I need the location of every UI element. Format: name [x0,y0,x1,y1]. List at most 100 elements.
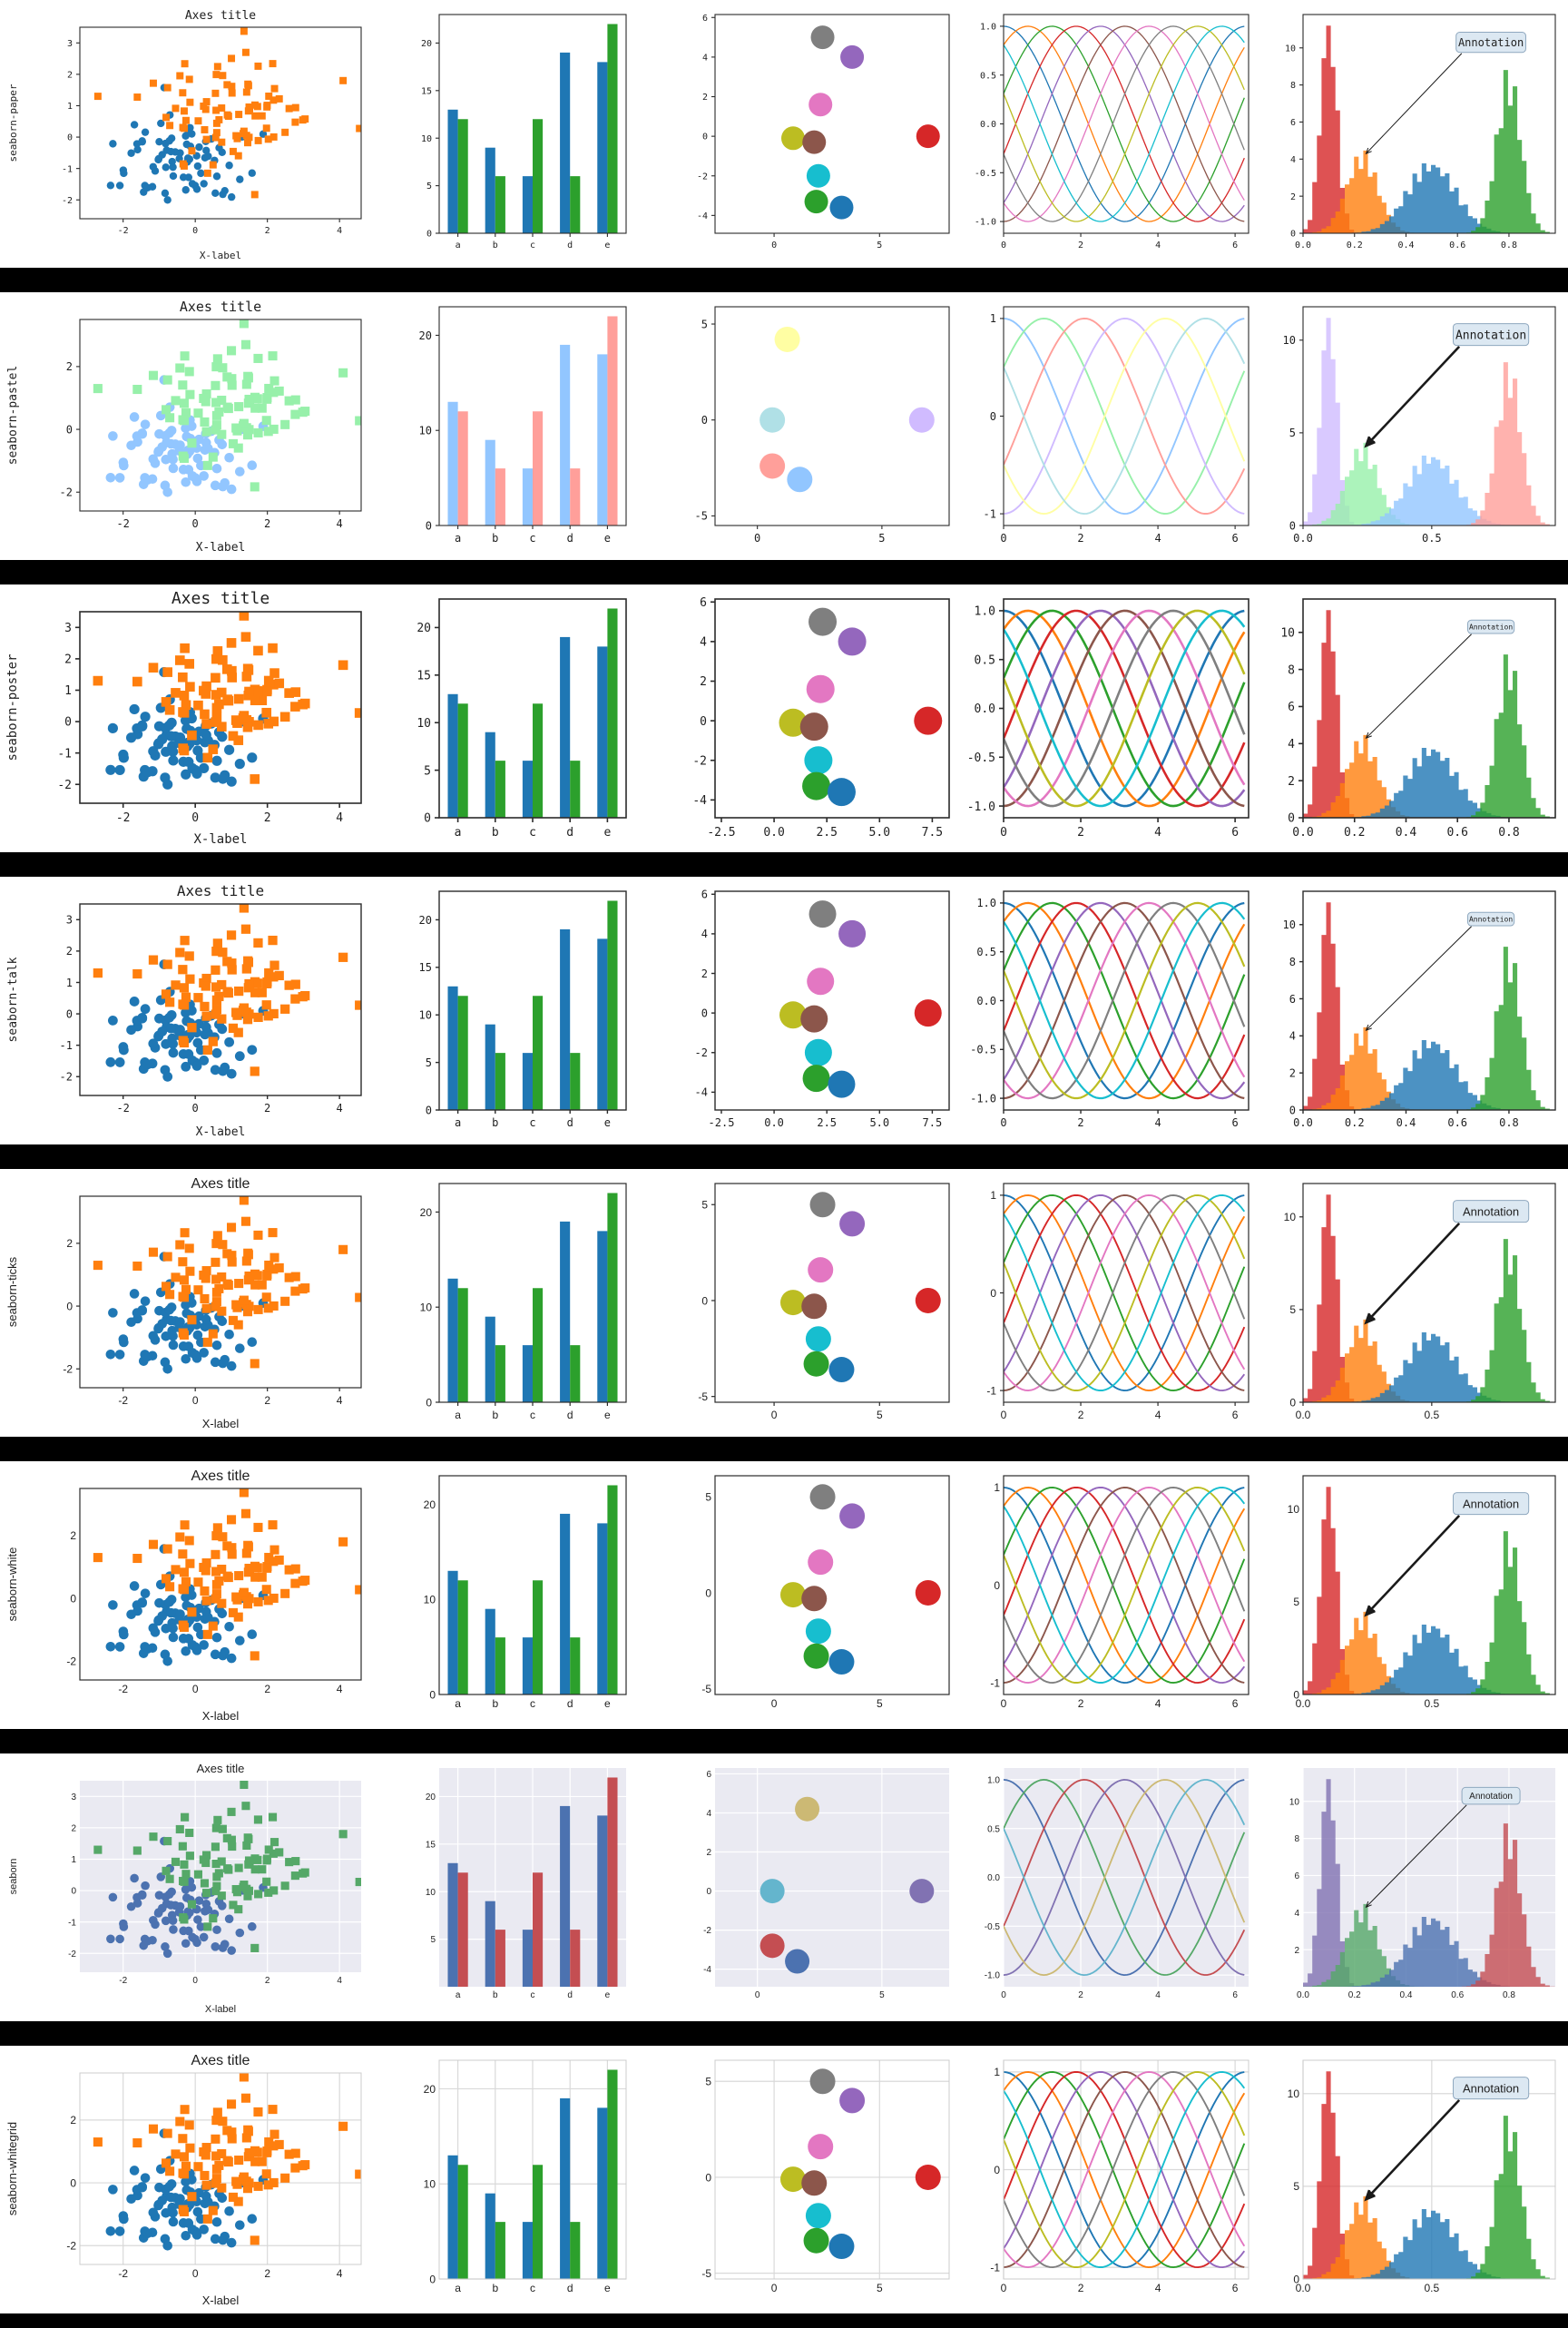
bar-panel: a b c d e 0 10 20 [392,2046,635,2313]
scatter-point [148,454,159,465]
y-tick-label: -1 [990,1676,1000,1689]
bubble-point [808,2134,834,2160]
scatter-panel: -2 0 2 4 -2 0 2 Axes title X-label seaborn-pastel [0,292,392,560]
annotation-label: Annotation [1469,1792,1513,1802]
scatter-point [184,367,194,377]
scatter-point [115,1934,124,1944]
y-tick-label: 10 [424,2178,436,2191]
scatter-point [338,952,348,962]
sine-curve [1004,1194,1246,1392]
scatter-point [137,1890,147,1900]
scatter-point [165,1874,174,1883]
bubble-point [787,467,813,493]
y-tick-label: 1.0 [975,605,995,619]
axes-frame [1302,1183,1556,1403]
scatter-point [217,439,228,450]
scatter-point [126,440,136,451]
plot-area [447,316,618,526]
sine-curve [1004,1193,1245,1392]
bubble-point [804,746,833,775]
y-tick-label: 1 [994,2066,1000,2078]
scatter-point [227,1835,236,1844]
scatter-point [270,84,279,93]
scatter-point [162,1071,173,1082]
style-row-seaborn-pastel: -2 0 2 4 -2 0 2 Axes title X-label seaborn-pastel… [0,292,1568,560]
scatter-point [200,417,210,427]
scatter-point [285,104,293,113]
x-tick-label: d [567,1409,573,1421]
scatter-point [211,702,222,713]
bar [457,2165,468,2279]
scatter-point [270,133,278,141]
bubble-panel: 0 5 -5 0 5 [635,292,962,560]
scatter-point [211,1239,221,1249]
scatter-point [290,1286,300,1296]
scatter-point [227,958,237,968]
x-tick-label: 2 [1078,1409,1084,1421]
scatter-point [290,2163,300,2173]
sine-curve [1004,901,1246,1100]
scatter-panel: -2 0 2 4 -2 0 2 Axes title X-label seaborn-whiteg… [0,2046,392,2313]
bar [447,2155,458,2279]
scatter-point [192,1938,201,1948]
scatter-point [163,1837,172,1846]
sine-curve [1004,1194,1246,1392]
histogram-area [1303,734,1433,818]
y-tick-label: 2 [66,360,73,373]
histogram-area [1328,163,1538,233]
y-tick-label: 20 [421,39,432,49]
scatter-point [290,994,300,1004]
x-tick-label: 4 [337,1976,342,1986]
scatter-point [269,716,279,727]
scatter-point [168,2216,179,2227]
scatter-point [133,93,142,102]
x-tick-label: 0.5 [1424,1697,1439,1710]
scatter-point [250,482,260,492]
scatter-point [241,1548,251,1558]
plot-area [1303,610,1555,818]
scatter-point [222,987,232,997]
scatter-point [222,372,232,382]
x-tick-label: 0.5 [1422,532,1442,545]
plot-area [447,2069,618,2279]
y-tick-label: 0 [994,2164,1000,2176]
scatter-point [226,2237,237,2248]
scatter-point [222,1571,232,1581]
scatter-point [119,1337,129,1348]
bar [485,2193,495,2279]
scatter-point [209,161,217,169]
scatter-point [217,1891,226,1901]
scatter-point [228,1842,237,1852]
scatter-point [108,2185,118,2195]
histogram-area [1456,947,1555,1110]
scatter-point [164,1890,174,1900]
bubble-point [799,712,828,742]
sine-curve [1004,1486,1246,1685]
scatter-point [339,76,348,84]
scatter-point [240,2093,250,2103]
y-tick-label: 2 [70,2114,76,2127]
scatter-point [178,999,188,1009]
scatter-point [252,1271,262,1281]
scatter-point [125,732,137,743]
scatter-point [162,1949,172,1959]
sine-chart: 0 2 4 6-101 [984,306,1250,545]
scatter-point [211,1531,221,1541]
scatter-point [188,147,196,155]
x-tick-label: e [605,1990,611,2000]
scatter-point [253,1230,263,1240]
annotation-box [1452,323,1530,347]
scatter-point [250,987,260,997]
style-row-seaborn-white: -2 0 2 4 -2 0 2 Axes title X-label seaborn-white a… [0,1461,1568,1729]
x-tick-label: 0.8 [1501,241,1517,250]
y-tick-label: 10 [1283,334,1296,347]
y-tick-label: 0.5 [975,653,995,667]
scatter-point [195,142,203,152]
scatter-point [126,1901,136,1911]
scatter-point [191,1060,202,1071]
scatter-point [181,476,191,487]
x-tick-label: 0 [1000,532,1006,545]
scatter-point [299,116,307,124]
scatter-point [192,185,201,193]
